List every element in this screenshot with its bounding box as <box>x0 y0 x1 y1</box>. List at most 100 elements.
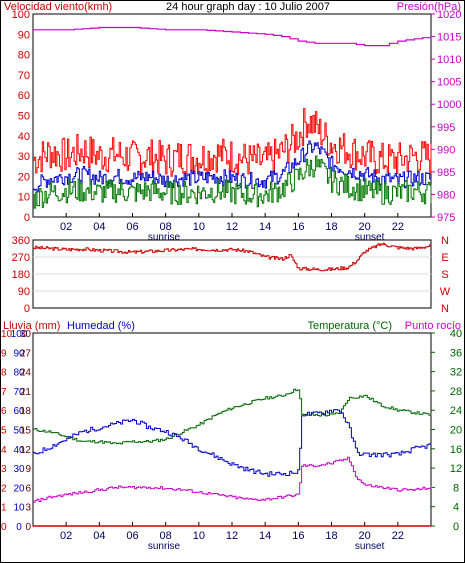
temperature-tick-label: 40 <box>450 328 462 340</box>
x-tick-label: 18 <box>325 530 337 542</box>
secondary-left-tick-label: 9 <box>25 464 31 475</box>
direction-degree-label: 180 <box>12 269 30 281</box>
panel1-gridlines <box>65 13 435 218</box>
panel2-series <box>33 242 432 272</box>
wind-tick-label: 0 <box>24 212 30 224</box>
humidity-tick-label: 30 <box>13 464 25 475</box>
humidity-tick-label: 70 <box>13 387 25 398</box>
humidity-tick-label: 80 <box>13 368 25 379</box>
secondary-left-tick-label: 15 <box>20 426 32 437</box>
temperature-ticks: 0 4 8 12 16 20 24 28 32 36 40 <box>450 328 462 533</box>
wind-tick-label: 20 <box>18 171 30 183</box>
temperature-axis-label: Temperatura (°C) <box>308 320 392 332</box>
pressure-tick-label: 1010 <box>437 54 461 66</box>
pressure-tick-label: 1005 <box>437 77 461 89</box>
x-tick-label: 12 <box>226 221 238 233</box>
rain-tick-label: 1 <box>1 503 7 514</box>
pressure-tick-label: 990 <box>437 144 455 156</box>
x-tick-label: 16 <box>292 530 304 542</box>
pressure-axis-label: Presión(hPa) <box>397 1 461 13</box>
rain-tick-label: 2 <box>1 483 7 494</box>
compass-label: N <box>441 235 449 247</box>
secondary-left-tick-label: 27 <box>20 348 32 359</box>
compass-label: W <box>440 286 451 298</box>
rain-tick-label: 3 <box>1 464 7 475</box>
x-tick-label: 14 <box>259 530 271 542</box>
humidity-tick-label: 90 <box>13 348 25 359</box>
wind-tick-label: 80 <box>18 50 30 62</box>
humidity-tick-label: 50 <box>13 426 25 437</box>
humidity-tick-label: 100 <box>11 329 28 340</box>
wind-average-line <box>33 140 432 193</box>
pressure-line <box>33 26 432 47</box>
humidity-tick-label: 0 <box>16 522 22 533</box>
wind-tick-label: 70 <box>18 70 30 82</box>
rain-tick-label: 0 <box>1 522 7 533</box>
secondary-left-tick-label: 30 <box>20 329 32 340</box>
temperature-tick-label: 4 <box>453 502 459 514</box>
temperature-tick-label: 0 <box>453 521 459 533</box>
temperature-tick-label: 20 <box>450 425 462 437</box>
rain-tick-label: 6 <box>1 406 7 417</box>
panel3-series <box>33 388 432 527</box>
rain-tick-label: 7 <box>1 387 7 398</box>
sun-annotation: sunrise <box>148 541 181 552</box>
x-tick-label: 16 <box>292 221 304 233</box>
pressure-tick-label: 985 <box>437 167 455 179</box>
x-tick-label: 18 <box>325 221 337 233</box>
secondary-left-tick-label: 6 <box>25 483 31 494</box>
temperature-tick-label: 16 <box>450 444 462 456</box>
dewpoint-line <box>33 456 432 503</box>
x-tick-label: 04 <box>93 221 105 233</box>
rain-tick-label: 10 <box>1 329 13 340</box>
panel1-x-ticks: 02 04 06 08 10 12 14 16 18 20 22 sunrise sunset <box>60 221 404 243</box>
x-tick-label: 22 <box>392 221 404 233</box>
compass-label: E <box>441 252 448 264</box>
rain-tick-label: 9 <box>1 348 7 359</box>
pressure-tick-label: 1015 <box>437 32 461 44</box>
secondary-left-tick-label: 21 <box>20 387 32 398</box>
compass-label: S <box>441 269 448 281</box>
rain-tick-label: 5 <box>1 426 7 437</box>
temperature-tick-label: 24 <box>450 405 462 417</box>
pressure-tick-label: 975 <box>437 212 455 224</box>
secondary-left-tick-label: 18 <box>20 406 32 417</box>
humidity-tick-label: 10 <box>13 503 25 514</box>
x-tick-label: 20 <box>359 221 371 233</box>
direction-degree-label: 0 <box>24 303 30 315</box>
direction-degree-label: 360 <box>12 235 30 247</box>
secondary-left-tick-label: 3 <box>25 503 31 514</box>
humidity-tick-label: 40 <box>13 445 25 456</box>
dewpoint-axis-label: Punto rocío <box>405 320 461 332</box>
x-tick-label: 08 <box>160 221 172 233</box>
temperature-line <box>33 388 432 445</box>
humidity-line <box>33 409 432 477</box>
temperature-tick-label: 32 <box>450 367 462 379</box>
humidity-tick-label: 20 <box>13 483 25 494</box>
humidity-tick-label: 60 <box>13 406 25 417</box>
pressure-tick-label: 1000 <box>437 99 461 111</box>
sun-annotation: sunrise <box>148 232 181 243</box>
wind-tick-label: 40 <box>18 131 30 143</box>
x-tick-label: 10 <box>193 221 205 233</box>
direction-degree-ticks: 0 90 180 270 360 <box>12 235 30 315</box>
rain-tick-label: 8 <box>1 368 7 379</box>
x-tick-label: 10 <box>193 530 205 542</box>
temperature-tick-label: 8 <box>453 482 459 494</box>
x-tick-label: 02 <box>60 221 72 233</box>
panel-wind-pressure: Velocidad viento(kmh) 24 hour graph day … <box>4 1 461 243</box>
x-tick-label: 06 <box>126 530 138 542</box>
direction-degree-label: 270 <box>12 252 30 264</box>
wind-tick-label: 90 <box>18 29 30 41</box>
panel-temp-humidity: Lluvia (mm) Humedad (%) Temperatura (°C)… <box>1 320 462 552</box>
sun-annotation: sunset <box>355 541 385 552</box>
secondary-left-tick-label: 12 <box>20 445 32 456</box>
x-tick-label: 12 <box>226 530 238 542</box>
temperature-tick-label: 36 <box>450 347 462 359</box>
wind-tick-label: 10 <box>18 192 30 204</box>
x-tick-label: 06 <box>126 221 138 233</box>
